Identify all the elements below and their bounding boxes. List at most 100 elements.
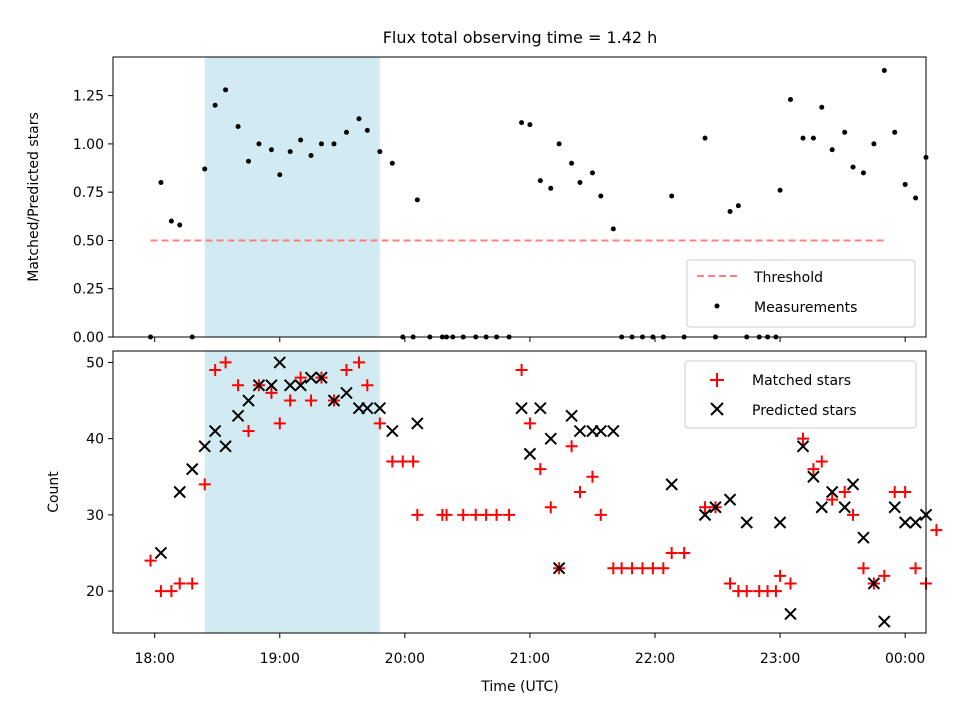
measurement-point bbox=[256, 141, 262, 147]
predicted-star-marker bbox=[773, 516, 787, 529]
predicted-star-marker bbox=[173, 485, 186, 499]
predicted-star-marker bbox=[231, 409, 245, 422]
top-shaded-interval bbox=[204, 57, 380, 337]
bottom-y-axis-label: Count bbox=[46, 471, 62, 513]
measurement-point bbox=[364, 127, 370, 133]
bottom-legend: Matched stars Predicted stars bbox=[684, 360, 917, 429]
measurement-point bbox=[377, 149, 383, 155]
matched-star-marker bbox=[838, 486, 851, 498]
matched-star-marker bbox=[724, 577, 737, 590]
measurement-point bbox=[902, 181, 908, 187]
matched-star-marker bbox=[909, 562, 922, 575]
matched-star-marker bbox=[209, 364, 222, 377]
matched-star-marker bbox=[265, 386, 278, 399]
predicted-star-marker bbox=[198, 440, 211, 453]
predicted-star-marker bbox=[815, 501, 828, 514]
predicted-star-marker bbox=[909, 516, 922, 529]
matched-star-marker bbox=[899, 486, 912, 498]
measurement-point bbox=[202, 166, 208, 172]
measurement-point bbox=[298, 137, 304, 143]
predicted-star-marker bbox=[607, 424, 620, 438]
top-x-ticks bbox=[154, 337, 906, 342]
bottom-y-tick-label: 40 bbox=[86, 432, 104, 448]
bottom-y-tick-label: 30 bbox=[86, 508, 104, 524]
matched-star-marker bbox=[396, 455, 409, 468]
measurement-point bbox=[158, 180, 164, 186]
predicted-star-marker bbox=[340, 386, 353, 400]
measurement-point bbox=[287, 149, 293, 155]
top-legend-box bbox=[686, 259, 916, 328]
x-tick-label: 21:00 bbox=[510, 651, 550, 667]
predicted-star-marker bbox=[219, 440, 232, 453]
top-panel: 0.00 0.25 0.50 0.75 1.00 1.25 Matched/Predict… bbox=[26, 56, 929, 346]
measurement-point bbox=[356, 116, 362, 122]
legend-measurements-swatch bbox=[714, 303, 720, 309]
predicted-star-marker bbox=[784, 607, 797, 621]
top-y-tick-label: 0.75 bbox=[73, 185, 104, 201]
top-legend: Threshold Measurements bbox=[686, 259, 916, 328]
measurement-point bbox=[308, 152, 314, 158]
legend-matched-label: Matched stars bbox=[752, 373, 851, 389]
predicted-star-marker bbox=[315, 371, 328, 384]
measurement-point bbox=[860, 170, 866, 176]
matched-star-marker bbox=[407, 455, 420, 468]
matched-star-marker bbox=[573, 486, 586, 498]
predicted-star-marker bbox=[846, 478, 860, 491]
predicted-star-marker bbox=[825, 485, 839, 499]
measurement-point bbox=[414, 197, 420, 203]
matched-star-marker bbox=[665, 546, 678, 559]
x-tick-label: 19:00 bbox=[260, 651, 300, 667]
top-y-tick-label: 0.50 bbox=[73, 233, 104, 249]
matched-star-marker bbox=[469, 508, 482, 521]
top-y-axis-label: Matched/Predicted stars bbox=[26, 112, 42, 282]
matched-star-marker bbox=[361, 379, 374, 392]
matched-star-marker bbox=[774, 569, 787, 582]
matched-star-marker bbox=[888, 486, 901, 498]
measurement-point bbox=[829, 147, 835, 153]
bottom-shade-rect bbox=[204, 351, 380, 633]
predicted-star-marker bbox=[373, 401, 387, 415]
measurement-point bbox=[819, 104, 825, 110]
predicted-star-marker bbox=[361, 401, 374, 415]
predicted-star-marker bbox=[565, 409, 578, 422]
matched-star-marker bbox=[340, 364, 353, 377]
bottom-y-tick-label: 50 bbox=[86, 355, 104, 371]
measurement-point bbox=[610, 226, 616, 232]
top-y-tick-label: 0.25 bbox=[73, 282, 104, 298]
matched-star-marker bbox=[847, 508, 860, 521]
x-tick-label: 22:00 bbox=[635, 651, 675, 667]
legend-predicted-label: Predicted stars bbox=[752, 403, 857, 419]
matched-star-marker bbox=[503, 508, 516, 521]
predicted-star-marker bbox=[723, 493, 737, 506]
predicted-star-marker bbox=[552, 562, 566, 575]
matched-star-marker bbox=[186, 577, 199, 590]
top-axes-frame bbox=[112, 56, 927, 338]
top-markers bbox=[148, 68, 929, 340]
matched-star-marker bbox=[857, 562, 870, 575]
measurement-point bbox=[277, 172, 283, 178]
matched-star-marker bbox=[242, 425, 255, 438]
x-tick-label: 20:00 bbox=[385, 651, 425, 667]
matched-star-marker bbox=[232, 379, 245, 392]
matched-star-marker bbox=[273, 417, 286, 430]
bottom-y-ticks: 20 30 40 50 bbox=[86, 355, 113, 600]
measurement-point bbox=[331, 141, 337, 147]
legend-measurements-label: Measurements bbox=[754, 300, 857, 316]
matched-star-marker bbox=[154, 585, 167, 598]
predicted-star-marker bbox=[888, 501, 901, 514]
predicted-star-marker bbox=[208, 424, 222, 438]
measurement-point bbox=[343, 129, 349, 135]
matched-star-marker bbox=[930, 524, 943, 537]
matched-star-marker bbox=[544, 501, 557, 514]
matched-star-marker bbox=[173, 577, 186, 590]
matched-star-marker bbox=[565, 440, 578, 453]
bottom-y-tick-label: 20 bbox=[86, 584, 104, 600]
matched-star-marker bbox=[769, 585, 782, 598]
predicted-star-marker bbox=[252, 379, 266, 392]
predicted-star-marker bbox=[544, 432, 557, 445]
top-y-tick-label: 0.00 bbox=[73, 330, 104, 346]
predicted-star-marker bbox=[411, 417, 424, 430]
measurement-point bbox=[842, 129, 848, 135]
matched-star-marker bbox=[807, 463, 820, 476]
measurement-point bbox=[735, 203, 741, 209]
